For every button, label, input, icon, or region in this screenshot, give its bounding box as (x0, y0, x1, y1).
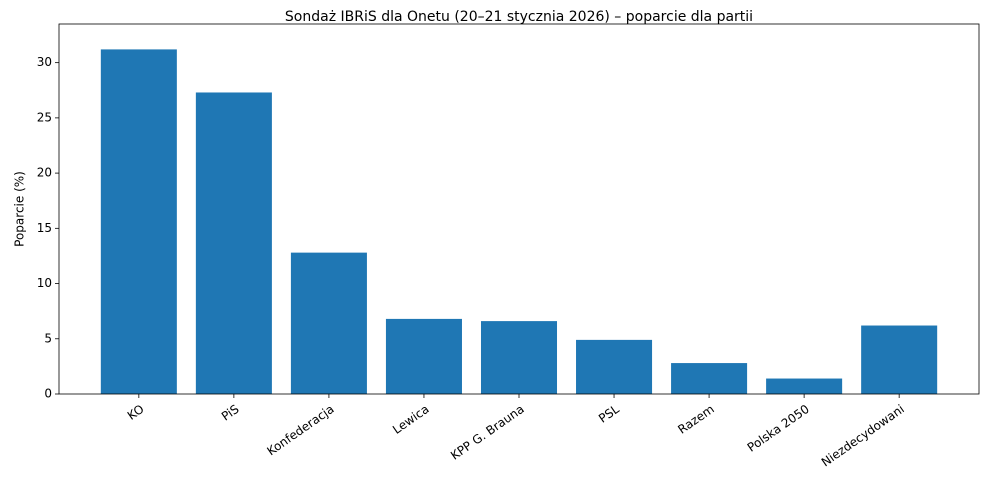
x-tick-label: Konfederacja (264, 402, 336, 458)
y-tick-label: 25 (37, 110, 52, 124)
y-tick-label: 20 (37, 166, 52, 180)
x-tick-label: KPP G. Brauna (448, 402, 527, 463)
x-tick-label: KO (125, 402, 147, 423)
chart-title: Sondaż IBRiS dla Onetu (20–21 stycznia 2… (285, 9, 753, 25)
plot-frame (58, 23, 980, 395)
bar (576, 339, 653, 394)
bar (385, 318, 462, 394)
x-tick-label: Razem (675, 402, 716, 437)
bar (100, 49, 177, 394)
y-axis-label: Poparcie (%) (13, 171, 27, 247)
y-tick-label: 10 (37, 276, 52, 290)
bar (195, 92, 272, 395)
bar (290, 252, 367, 394)
bar (861, 325, 938, 394)
y-tick-label: 0 (44, 387, 52, 401)
x-tick-label: PiS (219, 402, 242, 424)
x-tick-label: PSL (596, 402, 622, 426)
y-tick-label: 30 (37, 55, 52, 69)
x-tick-label: Polska 2050 (745, 402, 812, 455)
x-tick-label: Lewica (390, 402, 432, 437)
y-tick-label: 15 (37, 221, 52, 235)
y-tick-label: 5 (44, 331, 52, 345)
bar (671, 363, 748, 394)
bar (480, 321, 558, 394)
x-tick-label: Niezdecydowani (819, 402, 907, 470)
bar (766, 378, 843, 394)
